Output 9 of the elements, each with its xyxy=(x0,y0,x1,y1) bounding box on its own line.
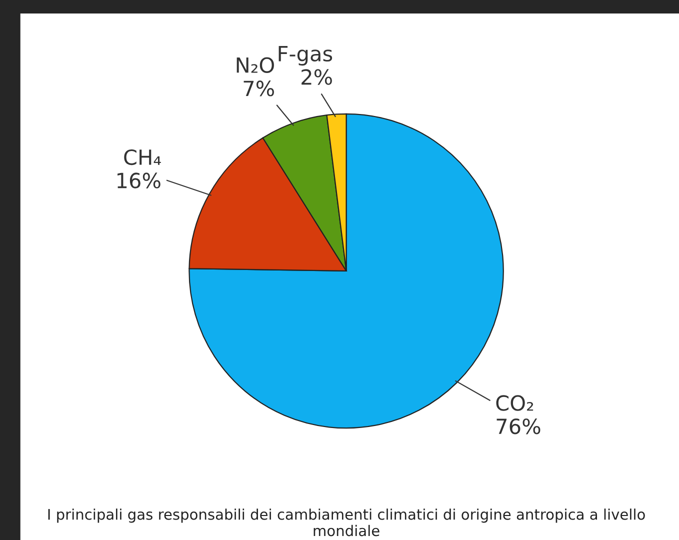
data-label: 7% xyxy=(244,80,274,96)
data-label: 16% xyxy=(118,172,160,188)
slice-label: N₂O xyxy=(236,57,274,73)
data-label: 2% xyxy=(302,69,332,85)
text: I principali gas responsabili dei cambiamenti climatici di origine antropica a livello mondiale xyxy=(48,508,645,536)
slice-label: F-gas xyxy=(278,46,332,66)
slice-label: CH₄ xyxy=(124,149,161,166)
slice-label: CO₂ xyxy=(496,395,534,411)
data-label: 76% xyxy=(496,418,540,434)
